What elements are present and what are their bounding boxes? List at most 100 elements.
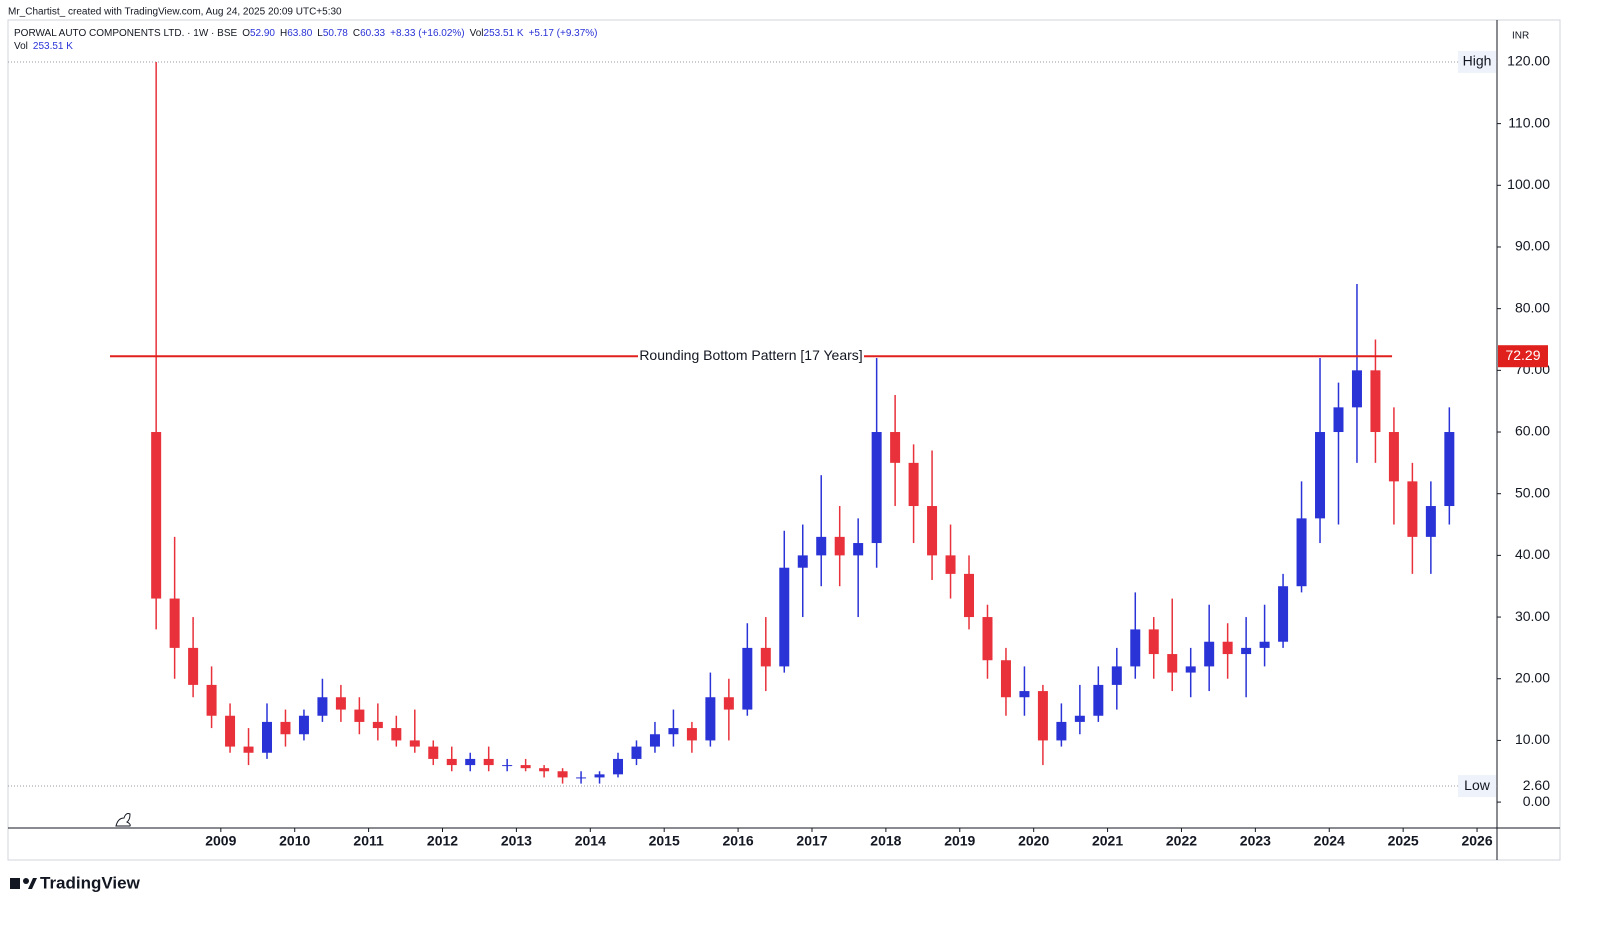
y-tick-label: 100.00 — [1507, 176, 1550, 192]
candle-body — [1056, 721, 1067, 741]
candle-body — [280, 721, 291, 735]
candle-body — [151, 432, 162, 599]
candle-body — [409, 740, 420, 747]
currency: INR — [1512, 31, 1529, 42]
candle-body — [613, 758, 624, 775]
candle-body — [169, 598, 180, 648]
candle-body — [1278, 586, 1289, 642]
candle-body — [465, 758, 476, 766]
reference-label: 2.60 — [1523, 777, 1550, 793]
x-tick-label: 2023 — [1240, 833, 1271, 849]
candle-body — [317, 697, 328, 716]
candle-body — [1259, 641, 1270, 648]
candle-body — [483, 758, 494, 766]
candle-body — [853, 543, 864, 556]
candle-body — [576, 777, 587, 779]
candle-body — [723, 697, 734, 710]
y-tick-label: 80.00 — [1515, 299, 1550, 315]
candle-body — [262, 721, 273, 753]
candle-body — [945, 555, 956, 574]
candle-body — [1185, 666, 1196, 673]
legend-value: 63.80 — [287, 28, 312, 39]
legend-value: 50.78 — [323, 28, 348, 39]
candle-body — [908, 462, 919, 507]
frame — [7, 19, 1561, 861]
candle-body — [890, 432, 901, 463]
x-tick-label: 2020 — [1018, 833, 1049, 849]
x-tick-label: 2025 — [1388, 833, 1419, 849]
candle-body — [1425, 506, 1436, 537]
reference-tag-bg — [1458, 50, 1496, 73]
y-tick-label: 50.00 — [1515, 484, 1550, 500]
legend: PORWAL AUTO COMPONENTS LTD. · 1W · BSE O5… — [14, 28, 598, 39]
legend-value: 52.90 — [250, 28, 275, 39]
legend-key: Vol — [470, 28, 484, 39]
x-tick-label: 2016 — [723, 833, 754, 849]
candles — [151, 61, 1455, 784]
candle-body — [1167, 654, 1178, 673]
candle-body — [428, 746, 439, 759]
reference-label: 120.00 — [1507, 53, 1550, 69]
candle-body — [964, 573, 975, 618]
legend-value: 60.33 — [360, 28, 385, 39]
y-tick-label: 0.00 — [1523, 793, 1550, 809]
trendline-label-bg — [638, 347, 864, 366]
legend-key: C — [353, 28, 360, 39]
candle-body — [520, 765, 531, 769]
candle-body — [1222, 641, 1233, 655]
reference-name: High — [1463, 53, 1492, 69]
y-tick-label: 30.00 — [1515, 608, 1550, 624]
candle-body — [834, 536, 845, 556]
legend-value: +5.17 (+9.37%) — [529, 28, 598, 39]
x-tick-label: 2015 — [649, 833, 680, 849]
candle-body — [1204, 641, 1215, 667]
candle-body — [335, 697, 346, 710]
logo: TradingView — [40, 873, 141, 892]
candle-body — [1037, 691, 1048, 741]
candle-body — [1111, 666, 1122, 685]
candle-body — [372, 721, 383, 729]
candle-body — [927, 506, 938, 556]
x-tick-label: 2013 — [501, 833, 532, 849]
candle-body — [188, 647, 199, 685]
candle-body — [1019, 691, 1030, 698]
candle-body — [1093, 684, 1104, 716]
candle-body — [446, 758, 457, 766]
candle-body — [1333, 407, 1344, 433]
x-tick-label: 2017 — [796, 833, 827, 849]
x-tick-label: 2014 — [575, 833, 606, 849]
candle-body — [225, 715, 236, 747]
credit: Mr_Chartist_ created with TradingView.co… — [8, 7, 342, 18]
candle-body — [391, 728, 402, 741]
reference-name: Low — [1464, 777, 1491, 793]
legend-key: H — [280, 28, 287, 39]
candle-body — [1000, 660, 1011, 698]
volume-key: Vol — [14, 41, 28, 52]
candle-body — [1370, 370, 1381, 433]
candle-body — [594, 774, 605, 778]
candle-body — [686, 728, 697, 741]
candle-body — [1388, 432, 1399, 482]
volume-value: 253.51 K — [33, 41, 73, 52]
candle-body — [539, 768, 550, 772]
x-tick-label: 2026 — [1461, 833, 1492, 849]
candle-body — [502, 765, 513, 767]
candle-body — [354, 709, 365, 722]
x-tick-label: 2019 — [944, 833, 975, 849]
candle-body — [1148, 629, 1159, 655]
price-tag: 72.29 — [1505, 347, 1540, 363]
y-tick-label: 10.00 — [1515, 731, 1550, 747]
y-tick-label: 90.00 — [1515, 238, 1550, 254]
x-tick-label: 2018 — [870, 833, 901, 849]
candle-body — [206, 684, 217, 716]
y-tick-label: 110.00 — [1508, 114, 1550, 130]
candle-body — [1074, 715, 1085, 722]
candle-body — [705, 697, 716, 741]
candle-body — [298, 715, 309, 735]
candle-body — [243, 746, 254, 753]
trendline-label: Rounding Bottom Pattern [17 Years] — [639, 347, 862, 363]
volume-legend: Vol 253.51 K — [14, 41, 73, 52]
candle-body — [760, 647, 771, 667]
candle-body — [816, 536, 827, 556]
